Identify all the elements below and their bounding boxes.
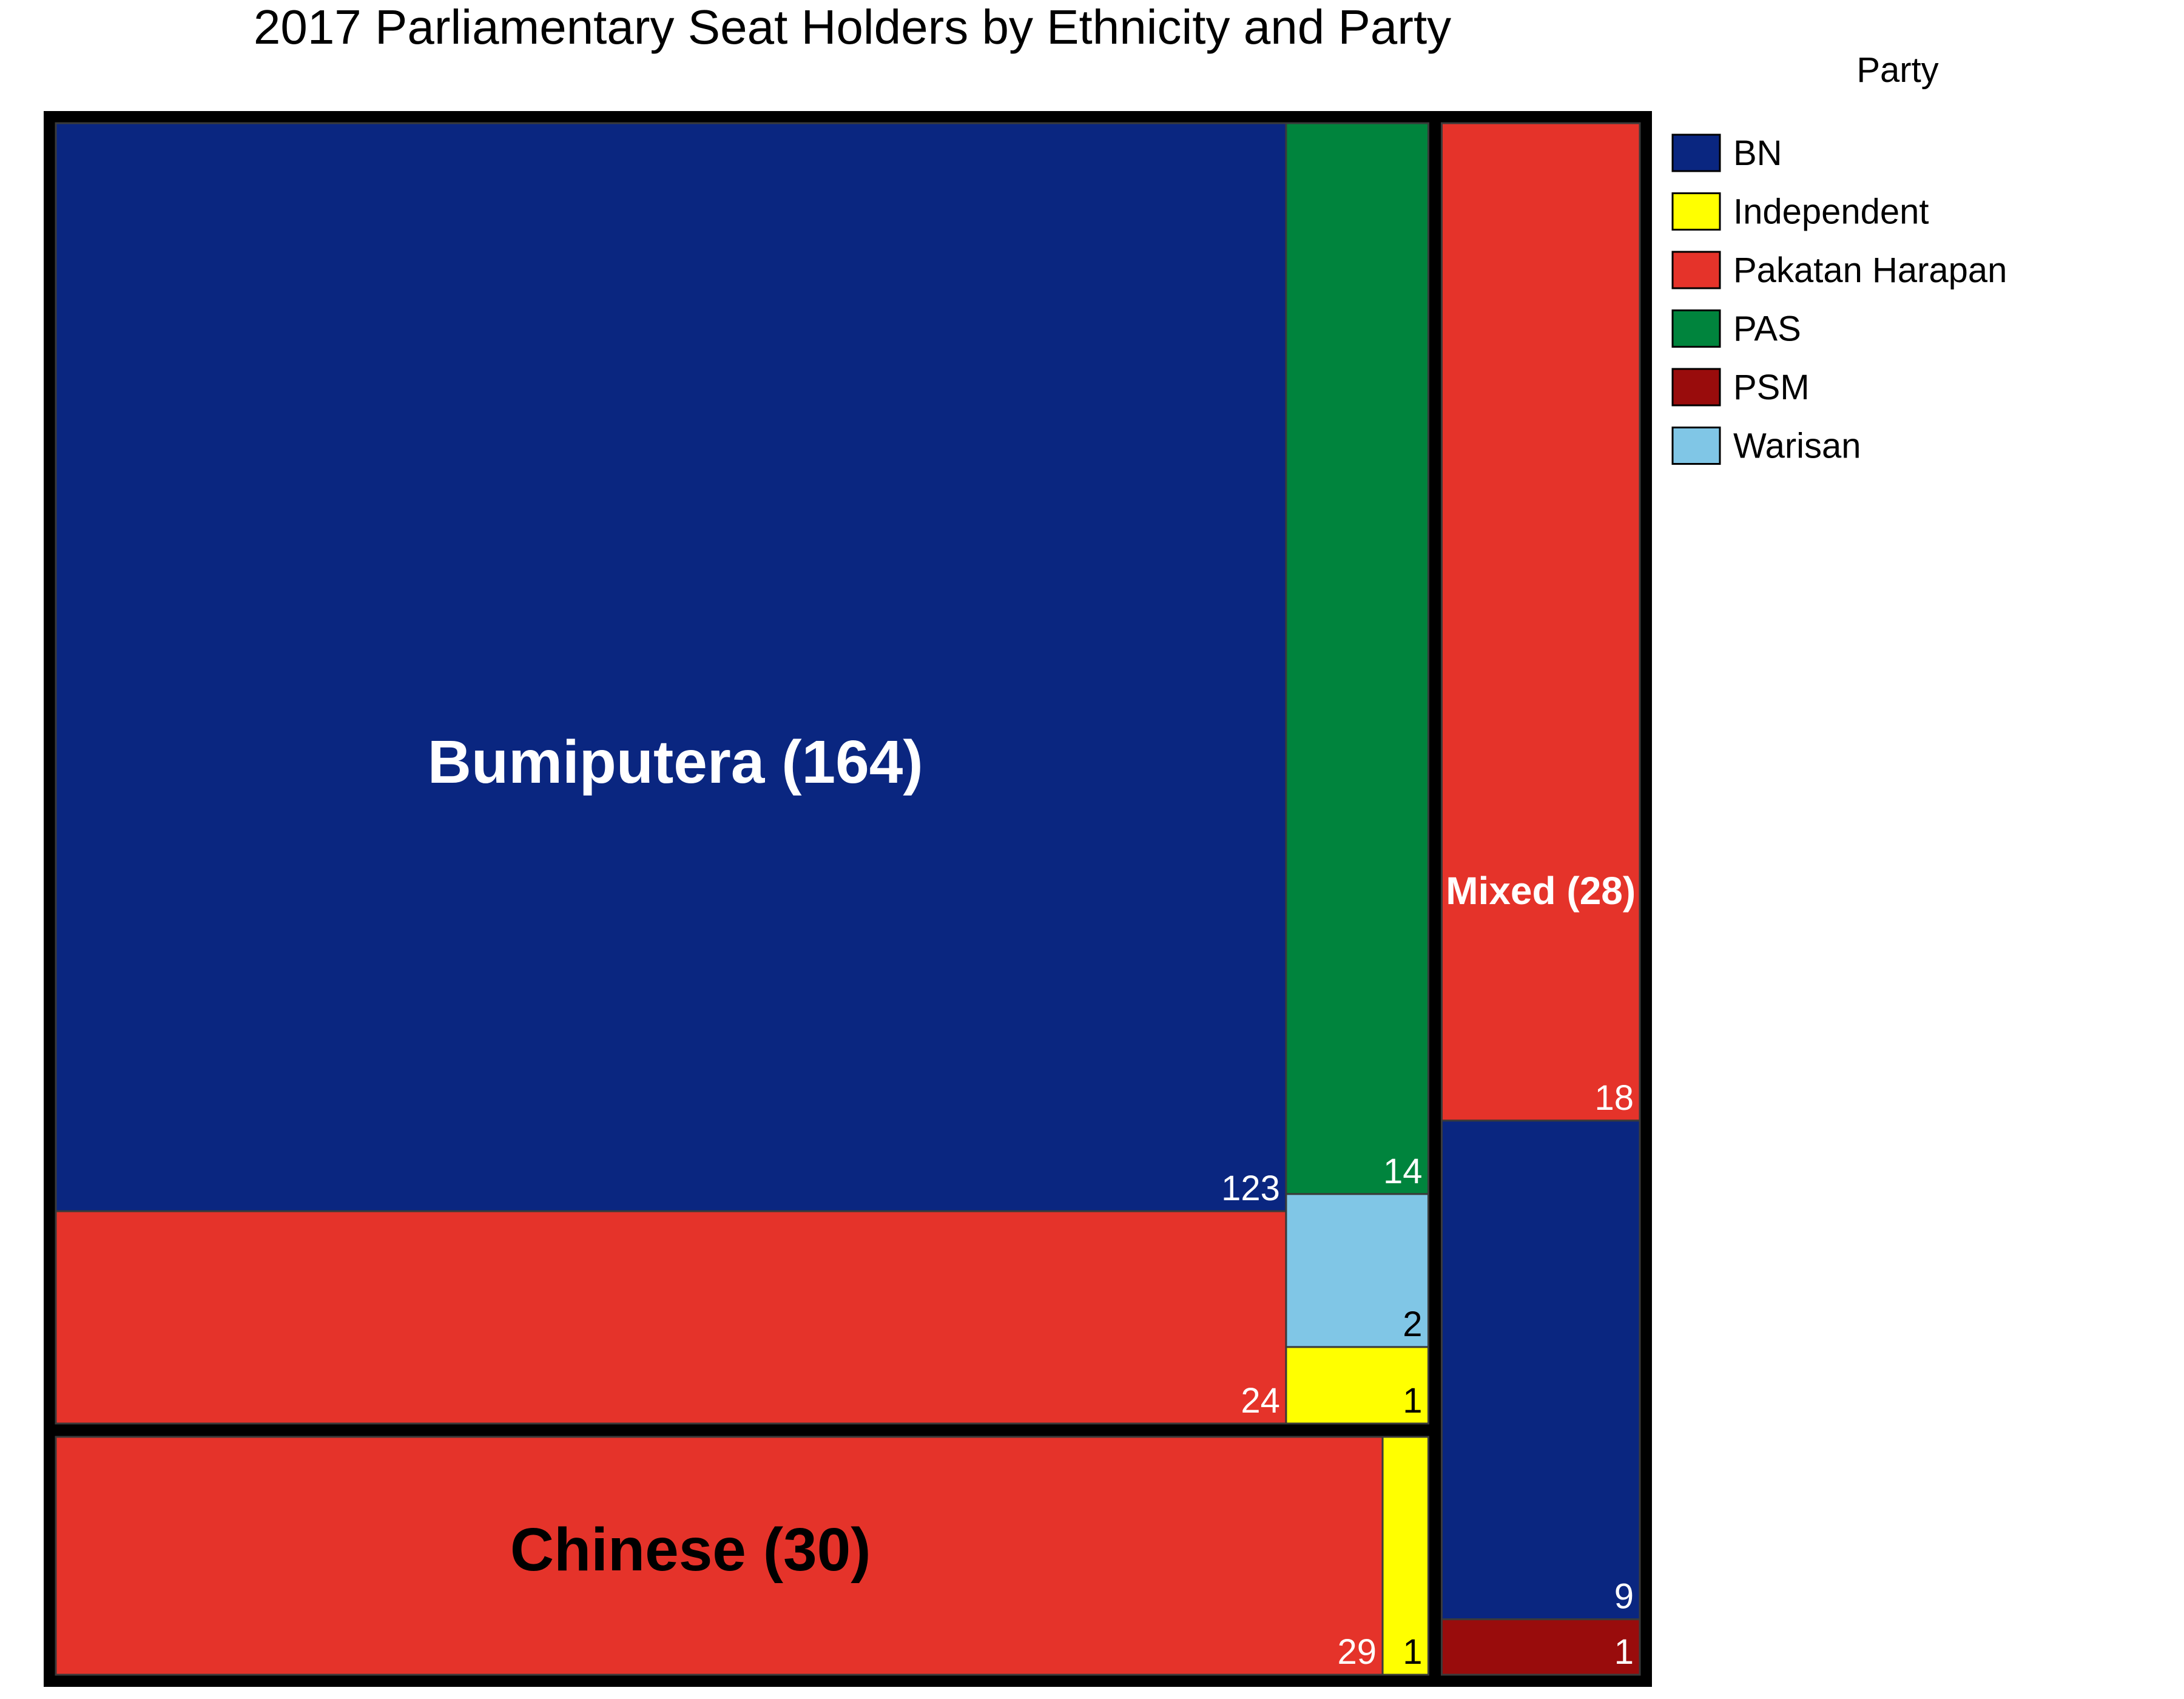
legend-swatch-bn	[1671, 133, 1721, 172]
legend-swatch-independent	[1671, 192, 1721, 231]
value-label-chinese-independent: 1	[1403, 1632, 1422, 1672]
legend: Party BN Independent Pakatan Harapan PAS PSM…	[1671, 50, 2007, 466]
chart-title: 2017 Parliamentary Seat Holders by Ethni…	[254, 0, 1451, 54]
legend-label-warisan: Warisan	[1733, 427, 1861, 466]
treemap-cell-chinese-independent	[1381, 1436, 1429, 1676]
legend-label-pakatan-harapan: Pakatan Harapan	[1733, 251, 2007, 290]
treemap-cell-bumiputera-independent	[1285, 1346, 1429, 1425]
legend-label-independent: Independent	[1733, 192, 1929, 232]
treemap-cell-bumiputera-bn	[55, 122, 1287, 1212]
legend-label-bn: BN	[1733, 133, 1782, 173]
value-label-mixed-pakatan-harapan: 18	[1594, 1078, 1634, 1118]
group-label-bumiputera: Bumiputera (164)	[428, 728, 923, 796]
legend-label-pas: PAS	[1733, 309, 1801, 349]
treemap-area: 123 24 14 2 1 29 1 18 9 1 Bumiputera (164) Chinese …	[44, 111, 1652, 1687]
group-label-mixed: Mixed (28)	[1446, 869, 1636, 913]
legend-swatch-pakatan-harapan	[1671, 251, 1721, 289]
treemap-cell-bumiputera-pas	[1285, 122, 1429, 1195]
treemap-cell-mixed-bn	[1440, 1120, 1641, 1621]
treemap-cell-bumiputera-warisan	[1285, 1193, 1429, 1348]
treemap-cell-bumiputera-pakatan-harapan	[55, 1210, 1287, 1425]
treemap-cell-mixed-psm	[1440, 1618, 1641, 1676]
legend-label-psm: PSM	[1733, 368, 1810, 407]
legend-swatch-warisan	[1671, 427, 1721, 465]
value-label-mixed-psm: 1	[1614, 1632, 1634, 1672]
value-label-bumiputera-pakatan-harapan: 24	[1241, 1381, 1280, 1420]
value-label-bumiputera-independent: 1	[1403, 1381, 1422, 1420]
value-label-bumiputera-bn: 123	[1221, 1169, 1280, 1208]
value-label-bumiputera-warisan: 2	[1403, 1305, 1422, 1344]
legend-swatch-psm	[1671, 368, 1721, 407]
group-label-chinese: Chinese (30)	[510, 1516, 871, 1584]
value-label-bumiputera-pas: 14	[1383, 1152, 1423, 1191]
treemap-cell-mixed-pakatan-harapan	[1440, 122, 1641, 1122]
treemap-cell-chinese-pakatan-harapan	[55, 1436, 1384, 1676]
value-label-chinese-pakatan-harapan: 29	[1338, 1632, 1377, 1672]
legend-title: Party	[1856, 50, 1938, 90]
legend-swatch-pas	[1671, 309, 1721, 348]
value-label-mixed-bn: 9	[1614, 1577, 1634, 1616]
